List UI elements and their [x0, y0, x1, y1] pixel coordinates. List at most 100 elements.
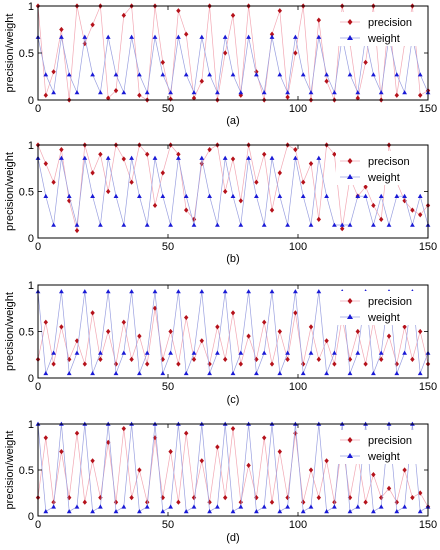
legend-label-weight: weight — [367, 451, 400, 463]
y-tick-label: 0.5 — [19, 187, 34, 199]
weight-point — [215, 90, 220, 95]
weight-point — [90, 193, 95, 198]
weight-point — [137, 193, 142, 198]
weight-point — [129, 34, 134, 39]
precision-point — [191, 95, 197, 101]
precision-point — [254, 356, 259, 362]
x-tick-label: 0 — [35, 381, 41, 393]
precision-point — [67, 356, 72, 362]
legend-box — [336, 291, 424, 325]
x-tick-label: 150 — [419, 519, 437, 531]
precision-point — [371, 202, 376, 209]
weight-point — [59, 155, 64, 160]
weight-point — [129, 155, 134, 160]
weight-point — [402, 350, 407, 355]
precision-point — [301, 499, 306, 505]
weight-point — [199, 34, 205, 39]
precision-point — [137, 92, 142, 98]
precision-point — [402, 467, 407, 473]
weight-point — [152, 34, 158, 39]
precision-point — [43, 319, 48, 325]
precision-point — [59, 449, 64, 455]
precision-point — [59, 147, 64, 153]
weight-point — [207, 370, 212, 376]
weight-point — [168, 350, 173, 355]
weight-point — [191, 504, 197, 509]
weight-point — [308, 504, 314, 509]
precision-point — [176, 499, 181, 505]
chart-panel-2: 0 50 100 150 0 0.5 1 precision/weight (b) preciso… — [4, 140, 437, 265]
weight-point — [332, 504, 337, 509]
precision-point — [106, 439, 111, 445]
weight-point — [105, 289, 111, 294]
weight-point — [300, 72, 306, 77]
precision-point — [238, 499, 243, 505]
weight-point — [43, 72, 49, 77]
precision-point — [246, 333, 251, 339]
weight-point — [261, 90, 267, 95]
weight-point — [238, 90, 244, 95]
weight-point — [113, 193, 119, 198]
weight-point — [277, 72, 283, 77]
weight-point — [222, 34, 228, 39]
weight-point — [137, 370, 142, 376]
weight-point — [90, 72, 95, 77]
weight-point — [152, 155, 158, 160]
precision-point — [98, 495, 103, 501]
weight-point — [66, 193, 72, 198]
y-tick-label: 0.5 — [19, 465, 34, 477]
legend-marker-precision — [347, 158, 353, 164]
precision-point — [379, 356, 384, 362]
precision-point — [254, 179, 259, 185]
precision-point — [285, 94, 290, 100]
precision-point — [98, 151, 103, 157]
precision-point — [363, 59, 368, 65]
weight-point — [347, 509, 353, 514]
precision-point — [230, 156, 236, 162]
weight-point — [355, 504, 361, 509]
weight-point — [183, 370, 189, 376]
weight-point — [59, 34, 64, 39]
weight-point — [121, 90, 127, 95]
precision-point — [316, 17, 321, 23]
legend-box — [336, 430, 424, 464]
precision-point — [74, 227, 80, 234]
precision-point — [223, 50, 228, 56]
weight-point — [394, 370, 400, 376]
precision-point — [51, 179, 56, 185]
y-tick-label: 0 — [28, 511, 34, 523]
weight-point — [129, 289, 134, 294]
precision-point — [308, 161, 314, 167]
weight-point — [207, 72, 212, 77]
weight-point — [402, 90, 407, 95]
precision-point — [379, 216, 384, 222]
weight-point — [66, 370, 72, 376]
precision-point — [324, 78, 329, 84]
precision-point — [340, 226, 345, 232]
precision-point — [199, 458, 204, 464]
precision-point — [176, 151, 181, 157]
legend-label-weight: weight — [367, 33, 400, 45]
precision-point — [316, 356, 321, 362]
precision-point — [363, 499, 368, 505]
precision-point — [74, 430, 80, 436]
precision-point — [347, 356, 353, 362]
weight-point — [207, 193, 212, 198]
weight-point — [246, 34, 251, 39]
weight-point — [207, 509, 212, 514]
precision-point — [113, 499, 119, 505]
y-axis-label: precision/weight — [4, 431, 16, 510]
weight-point — [66, 72, 72, 77]
weight-point — [277, 509, 283, 514]
weight-point — [74, 90, 80, 95]
precision-point — [191, 495, 197, 501]
weight-point — [254, 72, 259, 77]
precision-point — [207, 499, 212, 505]
precision-point — [191, 216, 197, 222]
y-tick-label: 1 — [28, 1, 34, 13]
precision-point — [394, 499, 399, 505]
precision-point — [301, 361, 306, 367]
weight-point — [144, 90, 150, 95]
precision-point — [418, 212, 423, 218]
